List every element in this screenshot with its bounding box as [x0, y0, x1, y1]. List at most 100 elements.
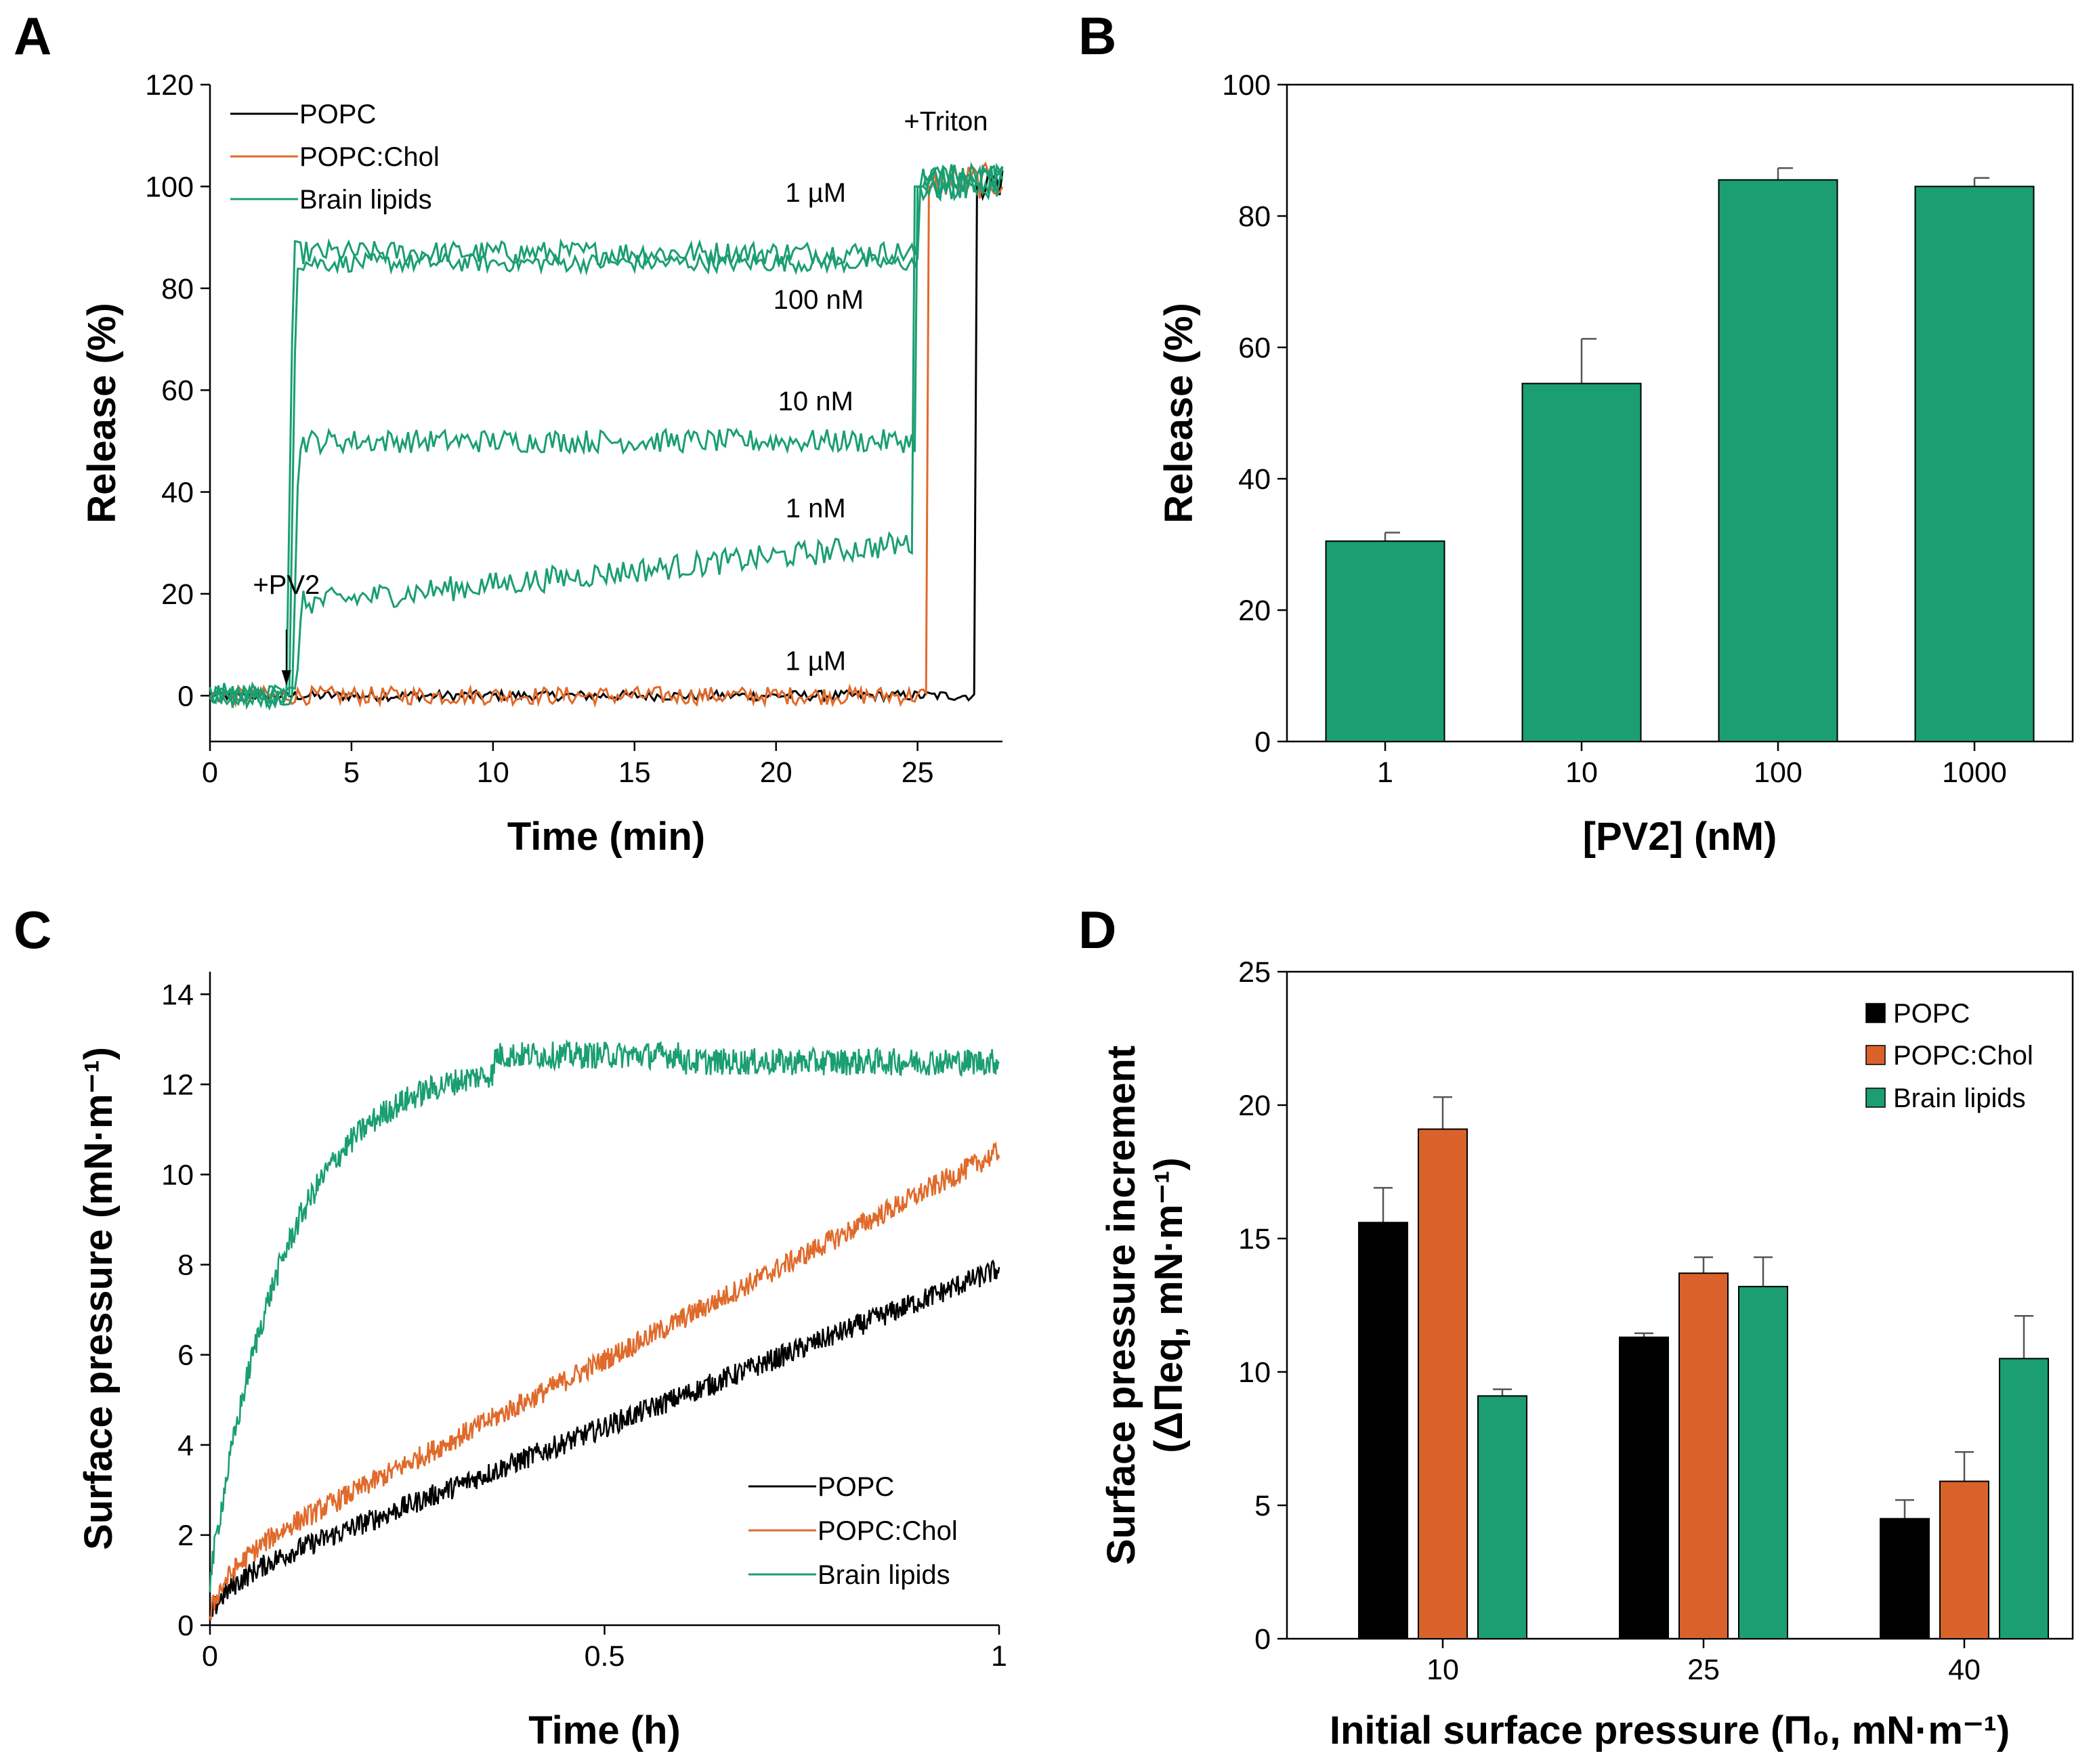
y-tick-label: 12 [161, 1069, 194, 1101]
x-tick-label: 0 [202, 756, 218, 789]
y-axis-title: Release (%) [1157, 303, 1201, 523]
y-tick-label: 0 [1254, 726, 1271, 758]
y-tick-label: 4 [177, 1429, 194, 1462]
x-axis-title: [PV2] (nM) [1583, 815, 1777, 859]
y-tick-label: 20 [1238, 595, 1271, 627]
x-tick-label: 0.5 [585, 1640, 625, 1673]
bar-bar_popc_chol-40 [1939, 1480, 1989, 1640]
y-tick-label: 10 [161, 1159, 194, 1191]
y-tick-label: 14 [161, 978, 194, 1011]
y-tick-label: 40 [1238, 463, 1271, 496]
legend-label: POPC:Chol [1893, 1041, 2033, 1071]
panel-b-release-bars: 0 20 40 60 80 100 1 10 100 1000 [PV2] (nM) Release … [1157, 69, 2074, 859]
y-tick-label: 100 [145, 171, 194, 203]
legend-label: Brain lipids [818, 1560, 950, 1590]
y-tick-label: 20 [161, 578, 194, 611]
y-tick-label: 8 [177, 1249, 194, 1282]
series-line-brain [209, 1039, 1000, 1593]
y-tick-label: 5 [1254, 1490, 1271, 1522]
y-tick-label: 60 [161, 374, 194, 407]
series-line-brain-1nM [209, 164, 1004, 711]
x-tick-label: 1 [991, 1640, 1007, 1673]
series-line-popc_chol-1µM [209, 161, 1004, 708]
plot-frame [1286, 83, 2074, 743]
x-axis-title: Initial surface pressure (Π₀, mN·m⁻¹) [1330, 1708, 2010, 1752]
y-axis-title-line1: Surface pressure increment [1099, 1046, 1143, 1565]
y-tick-label: 20 [1238, 1090, 1271, 1122]
x-axis-title: Time (min) [507, 815, 705, 859]
series-line-brain-10nM [209, 164, 1004, 708]
bar-popc-25 [1619, 1336, 1669, 1640]
legend-label: POPC:Chol [299, 142, 440, 172]
bar-10nM [1521, 383, 1642, 742]
y-tick-label: 0 [177, 680, 194, 712]
y-tick-label: 25 [1238, 956, 1271, 989]
x-tick-label: 5 [343, 756, 360, 789]
series-line-brain-100nM [209, 161, 1004, 707]
series-line-popc_chol [209, 1141, 1000, 1620]
annotation-label: 10 nM [778, 387, 853, 416]
legend-label: POPC:Chol [818, 1516, 958, 1546]
panel-a-release-kinetics: 0 20 40 60 80 100 120 0 5 10 15 20 25 Time (min) Relea… [80, 69, 1004, 859]
bar-popc-10 [1358, 1222, 1408, 1639]
y-axis-title-line2: (ΔΠeq, mN·m⁻¹) [1147, 1157, 1191, 1453]
y-tick-label: 80 [161, 273, 194, 305]
panel-letter-c: C [14, 900, 51, 960]
x-tick-label: 1 [1377, 756, 1393, 789]
bar-1nM [1325, 540, 1445, 743]
y-tick-label: 100 [1222, 69, 1271, 102]
y-tick-label: 0 [177, 1610, 194, 1642]
y-tick-label: 80 [1238, 200, 1271, 233]
x-tick-label: 10 [1426, 1654, 1459, 1686]
annotation-label: +PV2 [253, 570, 320, 600]
x-tick-label: 1000 [1942, 756, 2007, 789]
legend-swatch [1865, 1003, 1886, 1023]
y-tick-label: 0 [1254, 1623, 1271, 1656]
panel-c-surface-pressure-kinetics: 0 2 4 6 8 10 12 14 0 0.5 1 Time (h) Surface pressure… [77, 972, 1007, 1752]
y-tick-label: 60 [1238, 332, 1271, 364]
bar-bar_popc_chol-10 [1418, 1128, 1468, 1639]
x-tick-label: 0 [202, 1640, 218, 1673]
series-line-popc [209, 1260, 1000, 1620]
bar-100nM [1718, 179, 1838, 742]
bar-bar_brain-40 [1999, 1358, 2049, 1640]
panel-d-surface-pressure-increment: 0 5 10 15 20 25 10 25 40 Initial surface pressure… [1099, 956, 2074, 1752]
bar-bar_brain-25 [1738, 1285, 1788, 1640]
x-axis-title: Time (h) [528, 1708, 681, 1752]
annotation-label: 100 nM [774, 285, 864, 315]
legend-label: POPC [1893, 999, 1970, 1029]
x-tick-label: 20 [760, 756, 792, 789]
y-tick-label: 6 [177, 1339, 194, 1372]
y-axis-title: Release (%) [80, 303, 124, 523]
legend-label: POPC [818, 1472, 894, 1502]
annotation-label: 1 µM [785, 178, 846, 208]
x-tick-label: 40 [1948, 1654, 1981, 1686]
legend-swatch [1865, 1088, 1886, 1108]
bar-popc-40 [1880, 1518, 1930, 1639]
x-tick-label: 10 [1565, 756, 1598, 789]
panel-letter-a: A [14, 6, 51, 66]
x-tick-label: 15 [618, 756, 651, 789]
x-tick-label: 25 [902, 756, 934, 789]
legend-label: POPC [299, 100, 376, 129]
legend-swatch [1865, 1045, 1886, 1065]
legend-label: Brain lipids [1893, 1083, 2026, 1113]
y-tick-label: 10 [1238, 1356, 1271, 1389]
y-tick-label: 15 [1238, 1223, 1271, 1255]
series-line-brain-1µM [209, 163, 1004, 709]
x-tick-label: 25 [1687, 1654, 1720, 1686]
annotation-label: 1 nM [786, 494, 846, 523]
panel-letter-b: B [1078, 6, 1116, 66]
bar-bar_popc_chol-25 [1678, 1272, 1729, 1639]
y-tick-label: 2 [177, 1520, 194, 1552]
axis-frame [209, 85, 1002, 743]
x-tick-label: 100 [1754, 756, 1802, 789]
x-tick-label: 10 [477, 756, 509, 789]
annotation-label: 1 µM [785, 647, 846, 676]
legend-label: Brain lipids [299, 185, 432, 215]
bar-bar_brain-10 [1477, 1395, 1527, 1639]
bar-1000nM [1914, 186, 2035, 743]
y-tick-label: 40 [161, 477, 194, 509]
annotation-label: +Triton [904, 107, 988, 137]
